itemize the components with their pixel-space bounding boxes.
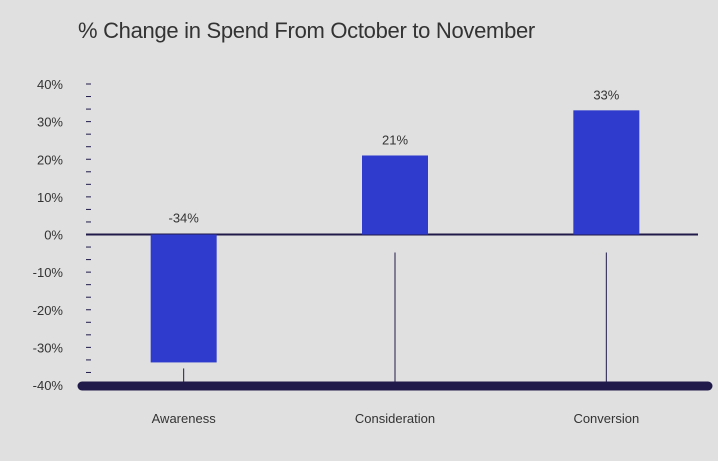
y-tick-label: 30% [37,115,63,130]
x-tick-label: Awareness [152,411,217,426]
y-tick-label: 10% [37,190,63,205]
bar-consideration [362,155,428,235]
chart-title: % Change in Spend From October to Novemb… [78,18,535,43]
data-label: 21% [382,132,408,147]
x-tick-label: Consideration [355,411,435,426]
bar-awareness [150,234,217,363]
y-tick-label: 0% [44,228,63,243]
y-tick-label: 20% [37,152,63,167]
y-tick-label: 40% [37,77,63,92]
y-tick-label: -20% [33,303,64,318]
bar-conversion [573,110,640,235]
y-tick-label: -30% [33,340,64,355]
y-tick-label: -10% [33,265,64,280]
data-label: 33% [593,87,619,102]
x-tick-label: Conversion [573,411,639,426]
data-label: -34% [168,211,199,226]
y-tick-label: -40% [33,378,64,393]
